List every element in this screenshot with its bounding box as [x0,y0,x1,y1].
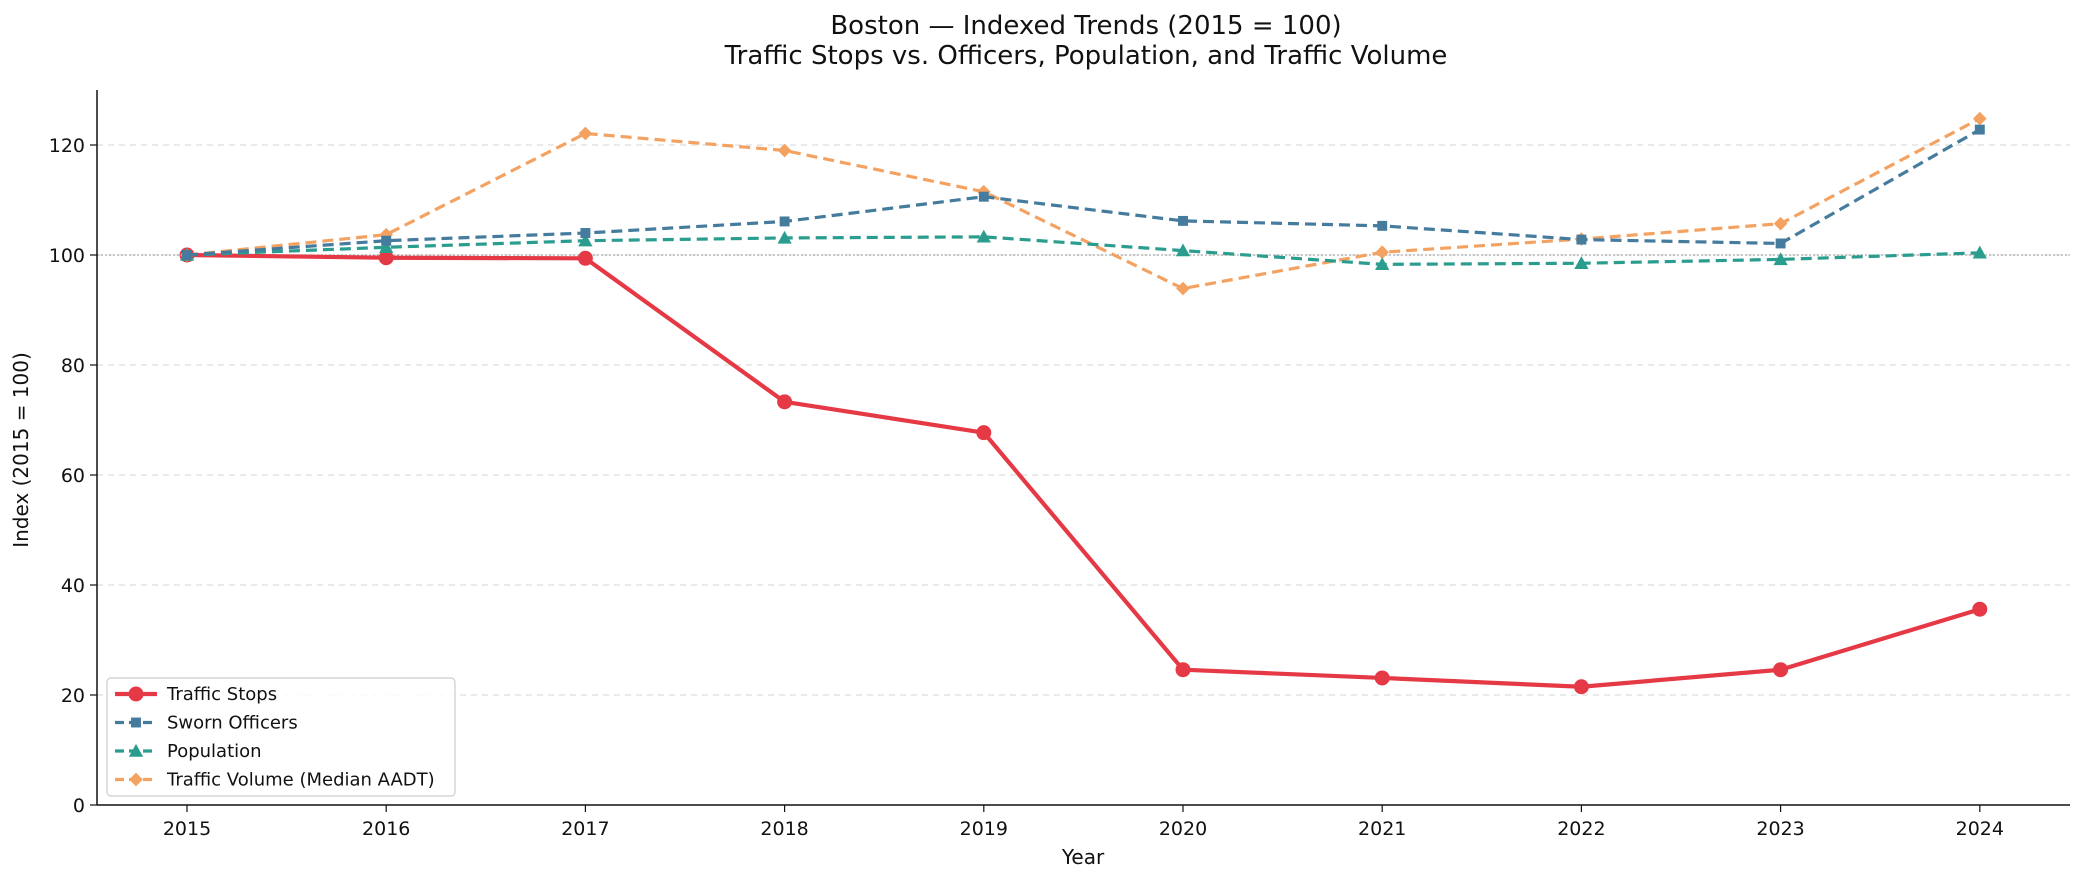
legend-label: Population [167,741,262,762]
data-point [1775,238,1786,249]
y-tick-label: 80 [61,355,85,377]
x-tick-label: 2017 [561,818,609,840]
data-point [379,240,394,254]
legend-label: Sworn Officers [167,713,298,734]
legend-item: Sworn Officers [115,713,298,734]
data-point [1377,220,1388,231]
y-tick-label: 0 [73,795,85,817]
data-point [1974,124,1985,135]
data-point [578,233,593,247]
data-point [580,228,591,238]
series-line [186,235,1980,266]
data-point [1175,662,1191,678]
data-point [777,230,792,244]
data-point [777,143,792,158]
data-point [976,229,991,243]
x-tick-label: 2016 [362,818,410,840]
series-line [186,252,1981,689]
data-point [779,216,790,227]
data-point [1773,252,1788,266]
series-traffic-stops [179,247,1988,695]
series-traffic-volume-median-aadt [180,111,1987,296]
x-tick-label: 2020 [1159,818,1207,840]
x-tick-label: 2015 [163,818,211,840]
data-point [1773,216,1788,231]
axes: 0 20 40 60 80 100 120 2015 2016 2017 2018 2019 2020 2… [49,90,2070,840]
gridlines [97,144,2070,696]
x-tick-label: 2019 [960,818,1008,840]
legend-box [106,677,456,797]
legend-item: Traffic Volume (Median AADT) [115,770,435,791]
chart-subtitle: Traffic Stops vs. Officers, Population, … [724,41,1448,71]
data-point [1972,245,1987,259]
data-point [1176,281,1190,296]
legend-label: Traffic Stops [166,684,277,705]
data-point [777,394,793,410]
x-axis-label: Year [1061,845,1105,869]
data-point [1375,257,1390,271]
legend-marker [128,686,144,702]
data-point [578,126,593,141]
series-sworn-officers [182,124,1985,260]
y-tick-label: 60 [61,465,85,487]
data-point [1972,111,1987,126]
y-tick-label: 100 [49,245,85,267]
data-point [1178,215,1188,226]
x-tick-label: 2024 [1956,818,2004,840]
data-point [182,250,192,260]
legend-label: Traffic Volume (Median AADT) [166,770,435,791]
series-lines [179,111,1988,695]
series-line [186,117,1981,291]
data-point [976,425,992,441]
x-tick-label: 2018 [760,818,808,840]
data-point [1972,601,1988,617]
legend-marker [128,743,144,757]
chart-title: Boston — Indexed Trends (2015 = 100) [830,11,1341,41]
y-tick-label: 20 [61,685,85,707]
data-point [1576,234,1587,245]
x-tick-label: 2022 [1557,818,1605,840]
x-tick-label: 2021 [1358,818,1406,840]
data-point [378,250,394,266]
y-axis-label: Index (2015 = 100) [9,352,33,548]
legend-item: Population [115,741,262,762]
data-point [978,191,989,202]
legend-marker [129,772,143,787]
data-point [381,235,392,246]
data-point [1374,670,1390,686]
series-population [179,229,1987,271]
y-tick-label: 40 [61,575,85,597]
data-point [1175,243,1191,257]
data-point [1573,679,1589,695]
legend: Traffic Stops Sworn Officers Population Tra… [106,677,456,797]
x-tick-label: 2023 [1756,818,1804,840]
legend-marker [131,717,141,728]
series-line [186,128,1981,257]
data-point [577,250,593,266]
data-point [1773,662,1789,678]
data-point [1375,245,1390,260]
data-point [1574,256,1589,269]
y-tick-label: 120 [49,135,85,157]
legend-item: Traffic Stops [115,684,277,705]
